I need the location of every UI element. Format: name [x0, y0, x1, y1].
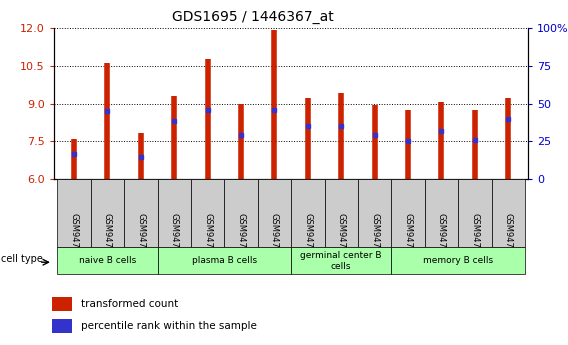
Bar: [458, 179, 491, 247]
Bar: [52, 297, 72, 311]
Text: germinal center B
cells: germinal center B cells: [300, 251, 382, 270]
Bar: [324, 179, 358, 247]
Text: memory B cells: memory B cells: [423, 256, 493, 265]
Text: naive B cells: naive B cells: [79, 256, 136, 265]
Text: GSM94763: GSM94763: [236, 213, 245, 259]
Text: transformed count: transformed count: [81, 299, 179, 309]
Bar: [291, 179, 324, 247]
Text: GSM94768: GSM94768: [403, 213, 412, 259]
Text: GSM94762: GSM94762: [203, 213, 212, 258]
Bar: [57, 247, 157, 274]
Text: cell type: cell type: [1, 254, 43, 264]
Text: GSM94747: GSM94747: [170, 213, 179, 258]
Text: GSM94741: GSM94741: [69, 213, 78, 258]
Bar: [491, 179, 525, 247]
Bar: [224, 179, 258, 247]
Text: GSM94772: GSM94772: [504, 213, 513, 258]
Bar: [291, 247, 391, 274]
Bar: [191, 179, 224, 247]
Bar: [358, 179, 391, 247]
Text: GSM94765: GSM94765: [303, 213, 312, 258]
Text: GSM94745: GSM94745: [136, 213, 145, 258]
Bar: [157, 247, 291, 274]
Bar: [124, 179, 157, 247]
Bar: [391, 247, 525, 274]
Text: GSM94769: GSM94769: [437, 213, 446, 258]
Text: GDS1695 / 1446367_at: GDS1695 / 1446367_at: [172, 10, 334, 24]
Bar: [91, 179, 124, 247]
Text: GSM94767: GSM94767: [370, 213, 379, 259]
Bar: [258, 179, 291, 247]
Text: GSM94744: GSM94744: [103, 213, 112, 258]
Bar: [157, 179, 191, 247]
Bar: [425, 179, 458, 247]
Bar: [52, 319, 72, 333]
Text: plasma B cells: plasma B cells: [192, 256, 257, 265]
Bar: [391, 179, 425, 247]
Text: percentile rank within the sample: percentile rank within the sample: [81, 321, 257, 331]
Text: GSM94771: GSM94771: [470, 213, 479, 258]
Text: GSM94766: GSM94766: [337, 213, 346, 259]
Bar: [57, 179, 91, 247]
Text: GSM94764: GSM94764: [270, 213, 279, 258]
